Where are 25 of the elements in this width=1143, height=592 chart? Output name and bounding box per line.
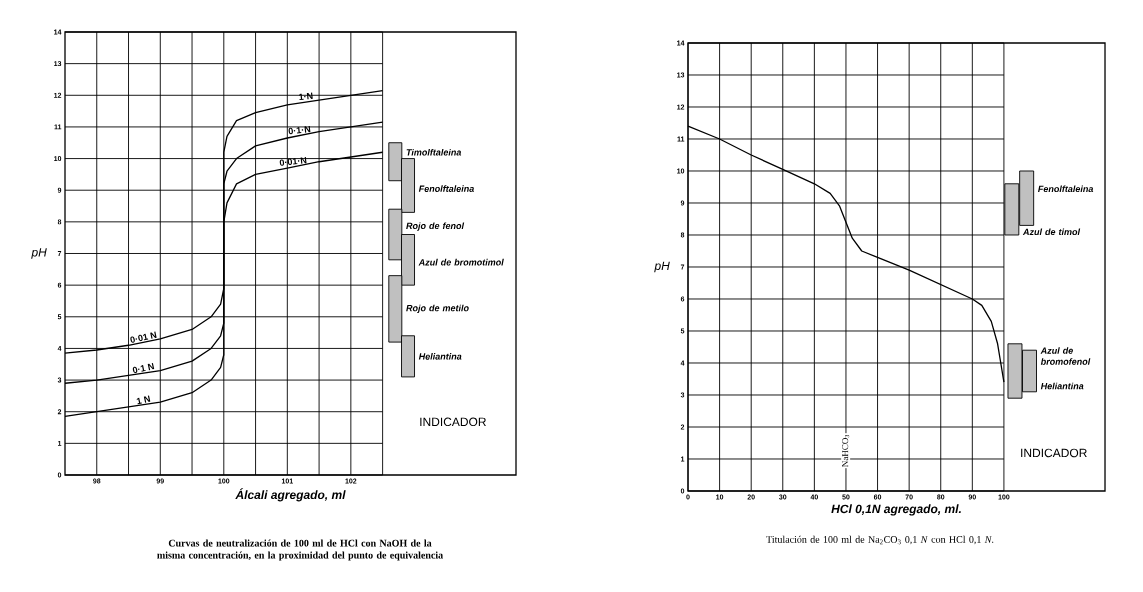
annotation: 1·N	[299, 92, 313, 101]
y-axis-title: pH	[654, 261, 670, 273]
text: Curvas de neutralización de 100 ml de HCl con NaOH de la misma concentración, en la proximidad del punto de equivalencia	[157, 539, 443, 561]
annotation: 0·01·N	[279, 156, 307, 166]
series-label: Fenolftaleina	[418, 185, 474, 192]
text: Azul de bromofenol	[1040, 347, 1091, 365]
text: 0·1 N	[132, 362, 155, 374]
series-label: Azul de timol	[1022, 228, 1081, 236]
y-axis-title: pH	[31, 248, 47, 259]
chart-title: Titulación de 100 ml de Na$_{2}$CO$_{3}$ 0,1 N con HCl 0,1 N.	[766, 535, 994, 545]
series-label: Rojo de fenol	[406, 222, 465, 231]
annotation: INDICADOR	[1021, 448, 1087, 458]
annotation: 0·1·N	[288, 125, 311, 135]
series-label: Azul de bromotimol	[418, 258, 504, 266]
x-axis-title: HCl 0,1N agregado, ml.	[831, 504, 961, 516]
series-label: Rojo de metilo	[406, 304, 469, 314]
annotation: NaHCO$_{3}$	[842, 434, 850, 467]
series-label: Heliantina	[1040, 382, 1084, 390]
series-label: Fenolftaleina	[1038, 185, 1094, 193]
series-label: Heliantina	[418, 353, 462, 360]
x-axis-title: Álcali agregado, ml	[235, 488, 346, 502]
text: 0·01 N	[130, 331, 157, 343]
annotation: INDICADOR	[420, 417, 486, 427]
series-label: Timolftaleina	[406, 148, 462, 156]
text: 1 N	[136, 395, 151, 405]
